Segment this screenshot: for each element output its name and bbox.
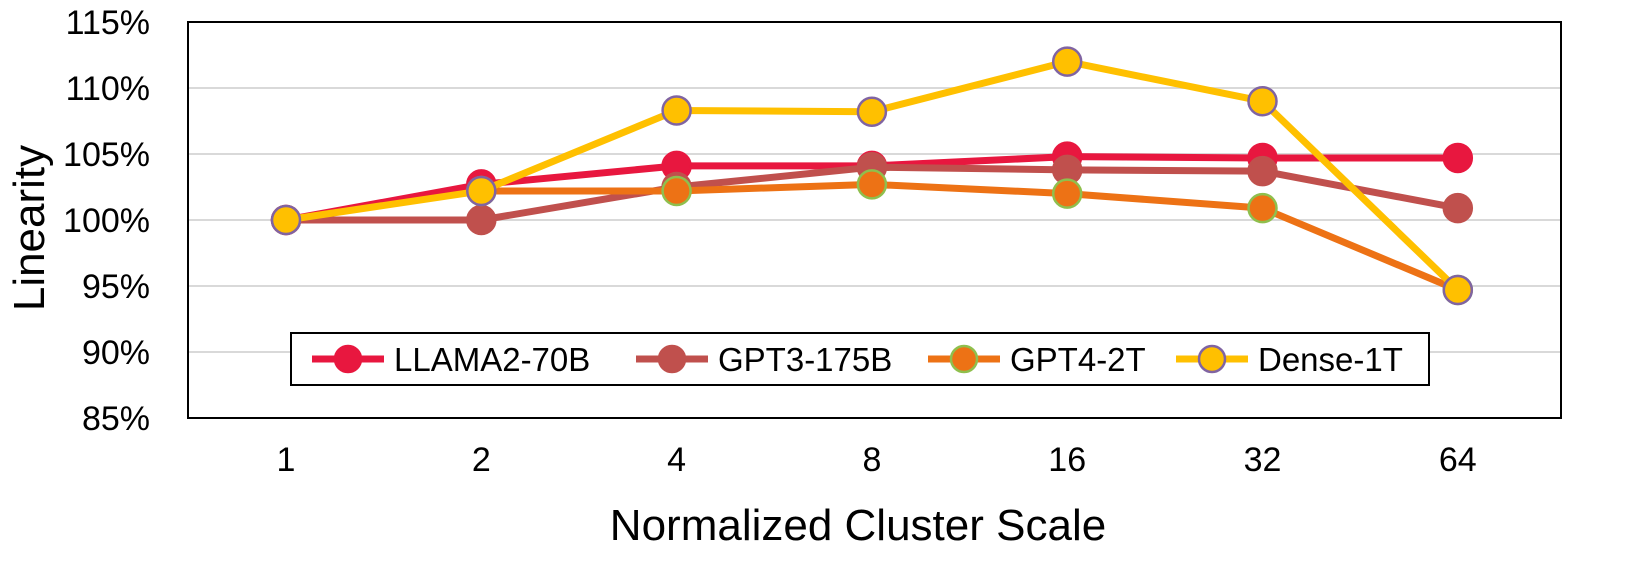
data-point [856,96,888,128]
data-point [1051,46,1083,77]
y-tick-label: 85% [82,400,150,438]
legend-swatch-marker [333,344,363,374]
x-tick-label: 32 [1244,441,1282,479]
legend-entry: Dense-1T [1176,341,1403,378]
legend-label: Dense-1T [1258,341,1403,378]
data-point [1442,142,1474,174]
series-line [477,180,1462,294]
data-point [1247,85,1278,117]
y-tick-label: 115% [66,4,150,42]
data-point [1247,155,1278,187]
y-tick-label: 95% [82,268,150,306]
data-point [661,95,692,126]
data-point [1051,178,1083,209]
x-tick-label: 64 [1439,441,1477,479]
data-point [466,175,497,207]
data-point [270,204,302,236]
x-tick-label: 8 [862,441,881,479]
series-group [270,46,1474,306]
y-axis-tick-labels: 85% 90% 95% 100% 105% 110% 115% [63,4,150,438]
legend-entry: GPT4-2T [928,341,1146,378]
x-axis-title: Normalized Cluster Scale [610,501,1106,550]
y-tick-label: 100% [63,202,150,240]
legend-label: LLAMA2-70B [394,341,590,378]
data-point [1442,274,1474,306]
x-tick-label: 2 [472,441,491,479]
plot-area-border [187,21,1562,419]
legend-swatch-marker [657,344,687,374]
legend-swatch-marker [949,344,979,374]
legend-entry: LLAMA2-70B [312,341,590,378]
x-tick-label: 1 [277,441,296,479]
data-point [856,169,888,200]
x-tick-label: 16 [1048,441,1086,479]
legend: LLAMA2-70B GPT3-175B GPT4-2T Dense-1T [290,332,1430,386]
data-point [1247,192,1278,224]
legend-label: GPT4-2T [1010,341,1146,378]
x-axis-tick-labels: 1 2 4 8 16 32 64 [277,441,1477,479]
y-axis-title: Linearity [5,145,54,311]
y-tick-label: 110% [66,70,150,108]
x-tick-label: 4 [667,441,686,479]
data-point [1442,192,1474,224]
data-point [466,204,497,236]
y-tick-label: 90% [82,334,150,372]
data-point [661,175,692,207]
legend-swatch-marker [1197,344,1227,374]
legend-entry: GPT3-175B [636,341,892,378]
y-tick-label: 105% [63,136,150,174]
series-Dense-1T [270,46,1474,306]
legend-label: GPT3-175B [718,341,892,378]
